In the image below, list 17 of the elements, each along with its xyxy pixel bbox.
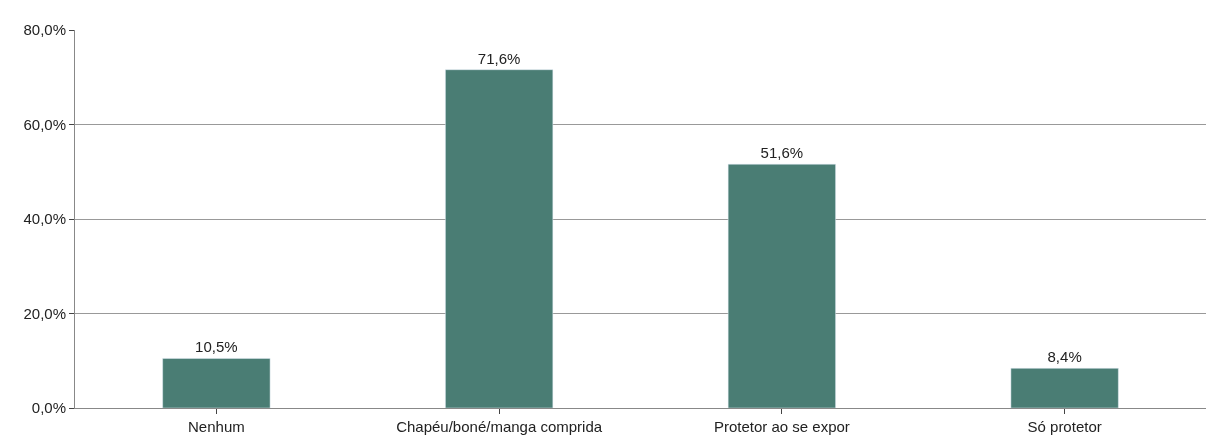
x-tick-label: Nenhum: [188, 418, 245, 435]
y-tick-label: 40,0%: [23, 210, 66, 228]
bar: [162, 358, 271, 408]
data-label: 71,6%: [477, 49, 521, 67]
y-tick-label: 20,0%: [23, 304, 66, 322]
data-label: 10,5%: [195, 338, 238, 356]
y-tick-label: 80,0%: [23, 21, 66, 39]
data-label: 8,4%: [1047, 348, 1082, 366]
y-tick-label: 60,0%: [23, 115, 66, 133]
x-tick-label: Protetor ao se expor: [713, 418, 850, 435]
bar: [445, 69, 554, 408]
x-tick-label: Chapéu/boné/manga comprida: [396, 418, 603, 435]
bar: [727, 163, 836, 408]
y-tick-label: 0,0%: [31, 399, 66, 417]
data-label: 51,6%: [760, 144, 804, 162]
bar: [1010, 368, 1119, 408]
x-tick-label: Só protetor: [1027, 418, 1102, 435]
